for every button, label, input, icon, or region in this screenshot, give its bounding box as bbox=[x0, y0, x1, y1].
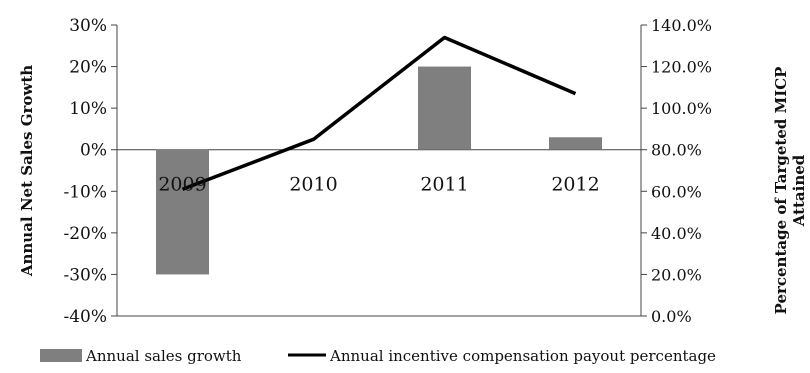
right-tick-label: 120.0% bbox=[651, 58, 712, 77]
right-tick-label: 20.0% bbox=[651, 265, 702, 284]
category-label-2010: 2010 bbox=[289, 174, 337, 196]
left-axis-title: Annual Net Sales Growth bbox=[18, 65, 36, 277]
right-tick-label: 0.0% bbox=[651, 307, 692, 326]
bar-2012 bbox=[549, 137, 602, 150]
left-tick-label: -30% bbox=[63, 265, 107, 285]
left-tick-label: 10% bbox=[69, 99, 107, 119]
bar-2009 bbox=[156, 149, 209, 275]
right-tick-label: 40.0% bbox=[651, 224, 702, 243]
right-axis-title-line1: Percentage of Targeted MICP bbox=[772, 67, 790, 315]
legend-label-line: Annual incentive compensation payout per… bbox=[329, 347, 716, 365]
category-label-2012: 2012 bbox=[551, 174, 599, 196]
legend-label-bars: Annual sales growth bbox=[85, 347, 242, 365]
left-tick-label: -20% bbox=[63, 224, 107, 244]
payout-line bbox=[181, 35, 577, 191]
legend-swatch-bars bbox=[40, 349, 82, 362]
bars-group bbox=[156, 66, 602, 275]
right-tick-label: 60.0% bbox=[651, 182, 702, 201]
left-tick-label: -10% bbox=[63, 182, 107, 202]
legend: Annual sales growth Annual incentive comp… bbox=[40, 347, 716, 365]
left-tick-label: 0% bbox=[80, 141, 107, 161]
labels-group: 30% 20% 10% 0% -10% -20% -30% -40% 140.0% 120.0% 1… bbox=[18, 16, 808, 327]
left-tick-label: -40% bbox=[63, 307, 107, 327]
bar-2011 bbox=[418, 66, 471, 150]
category-label-2011: 2011 bbox=[420, 174, 468, 196]
right-tick-label: 140.0% bbox=[651, 16, 712, 35]
left-tick-label: 30% bbox=[69, 16, 107, 36]
line-group bbox=[181, 35, 577, 191]
left-tick-label: 20% bbox=[69, 58, 107, 78]
right-tick-label: 80.0% bbox=[651, 141, 702, 160]
category-label-2009: 2009 bbox=[158, 174, 206, 196]
right-axis-title-line2: Attained bbox=[790, 154, 808, 227]
right-tick-label: 100.0% bbox=[651, 99, 712, 118]
